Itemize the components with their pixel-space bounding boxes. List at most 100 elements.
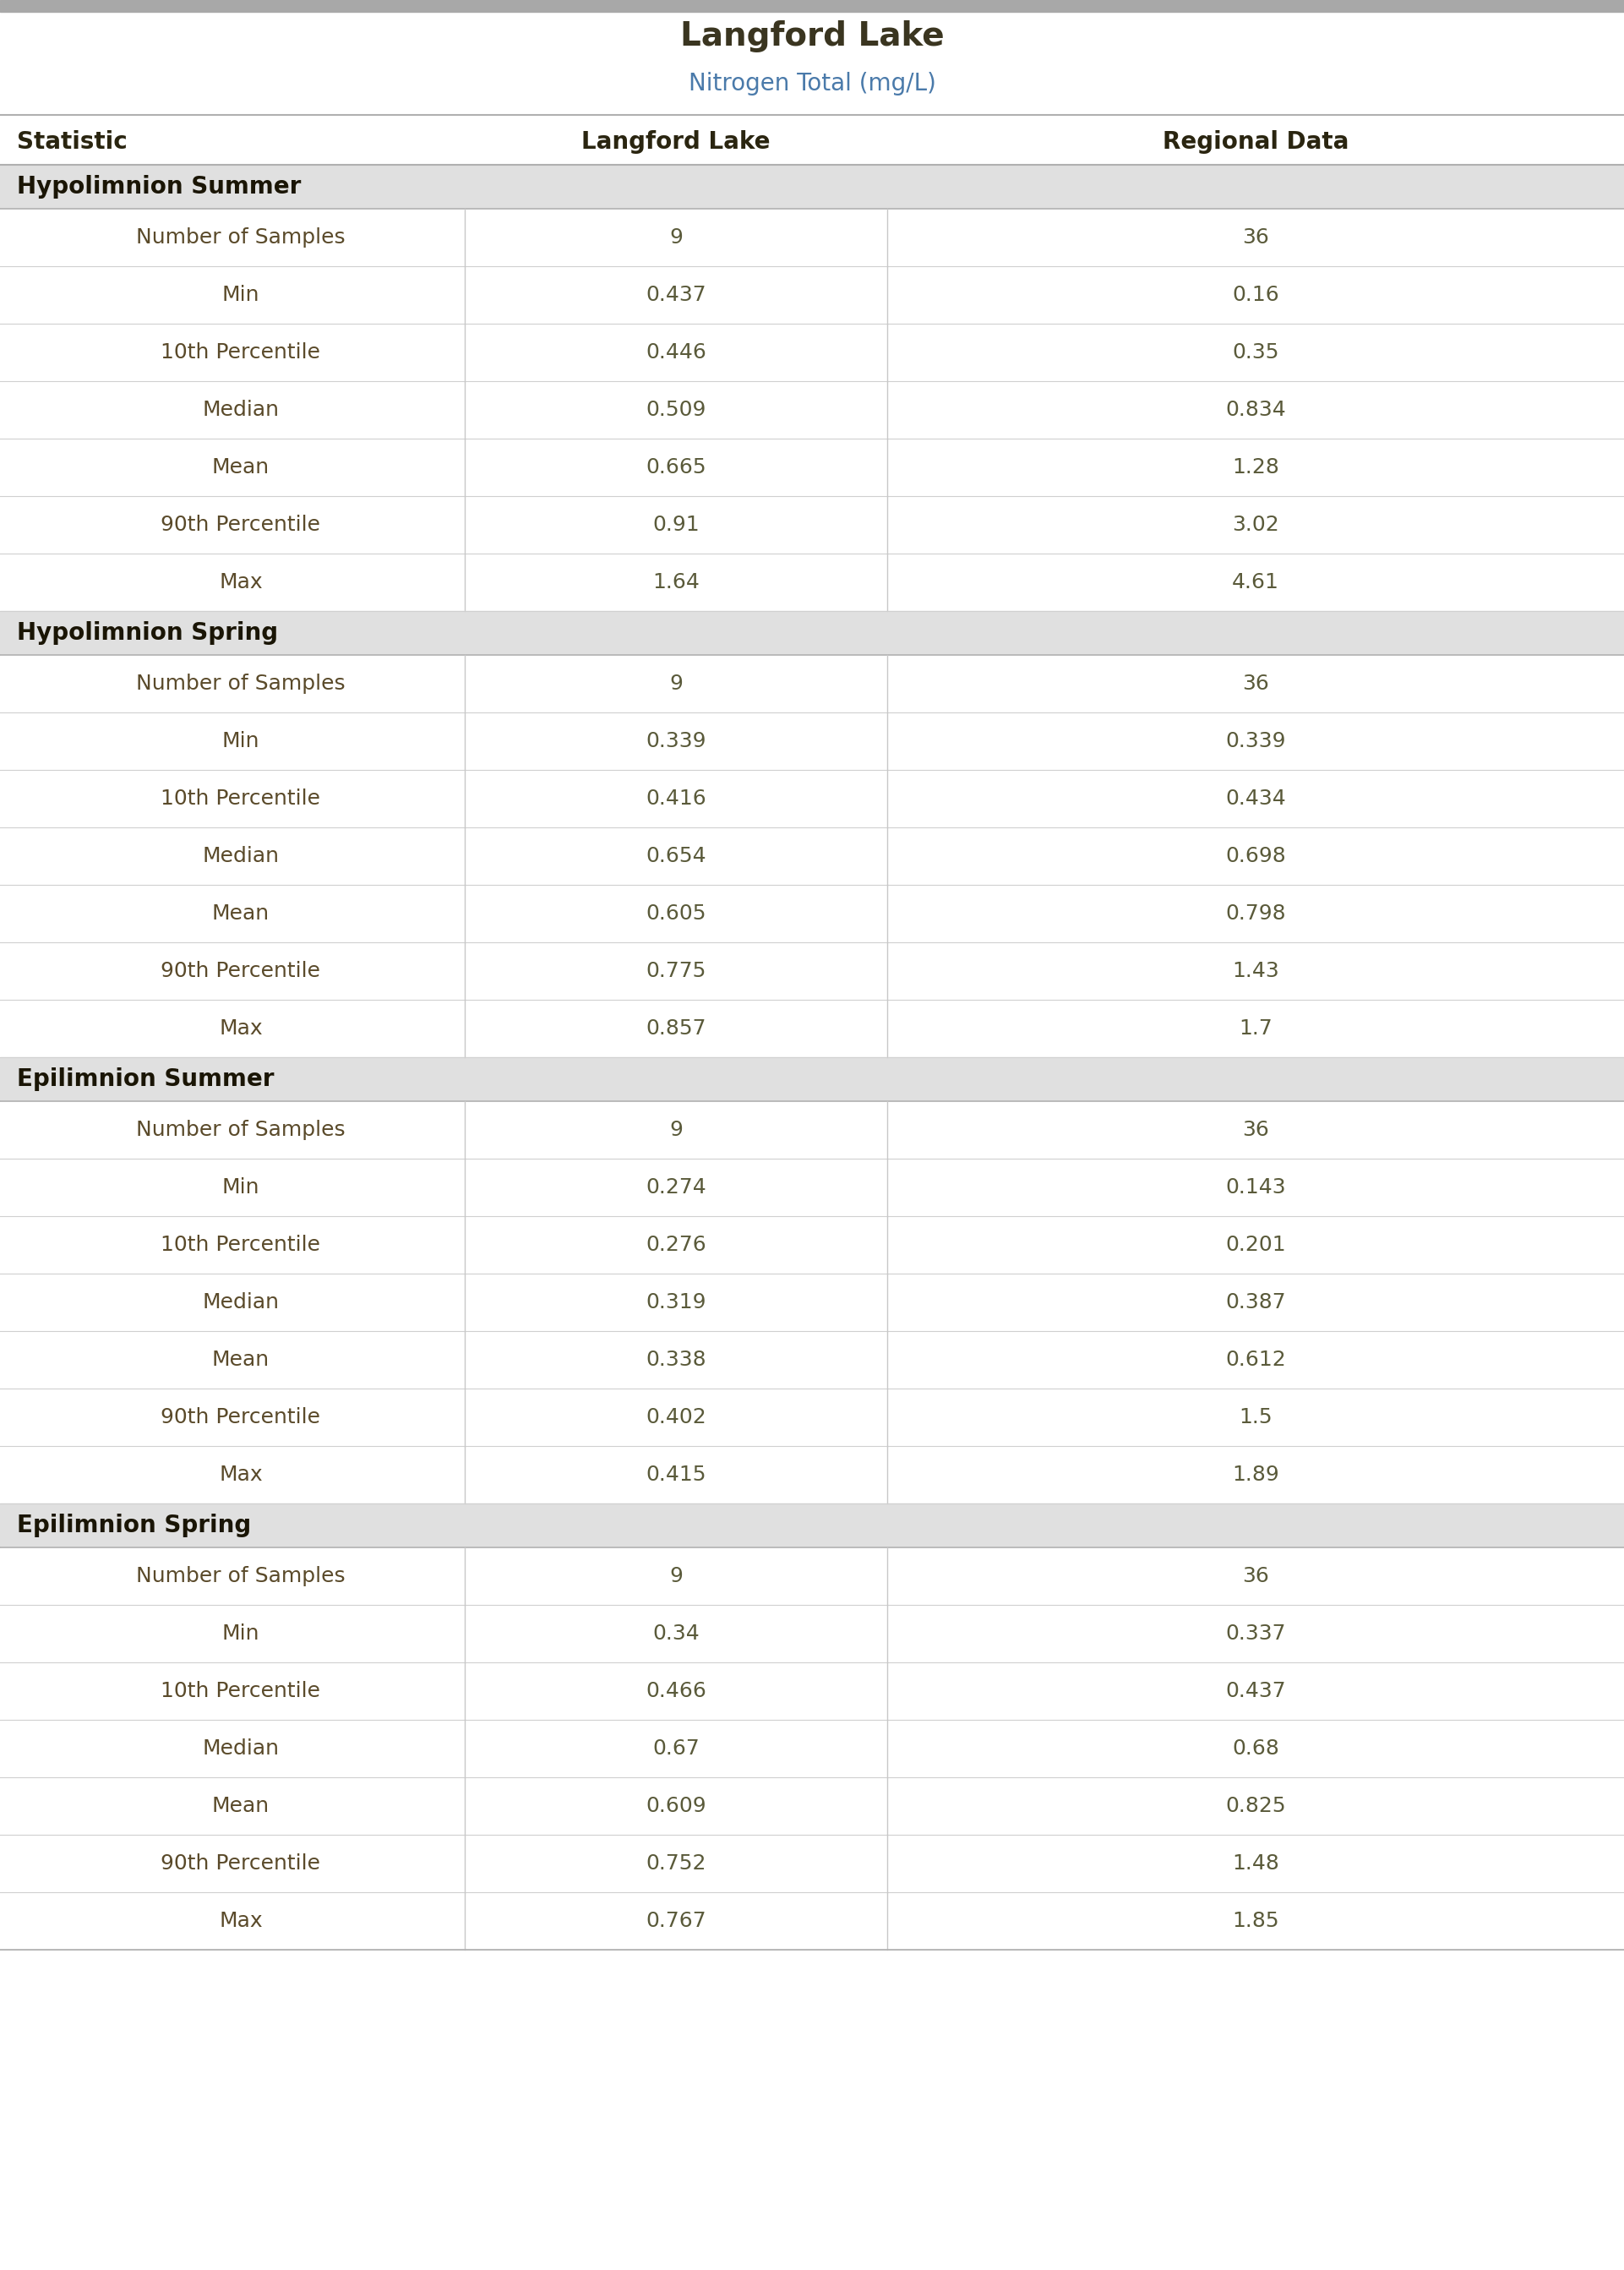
- Text: 0.775: 0.775: [646, 960, 706, 981]
- Text: Langford Lake: Langford Lake: [680, 20, 944, 52]
- Bar: [0, 1273, 1624, 1330]
- Text: 36: 36: [1242, 227, 1268, 247]
- Text: Number of Samples: Number of Samples: [136, 674, 346, 695]
- Text: 0.415: 0.415: [646, 1464, 706, 1485]
- Bar: [0, 438, 1624, 497]
- Text: Median: Median: [203, 1292, 279, 1312]
- Bar: [0, 1101, 1624, 1158]
- Bar: [0, 770, 1624, 826]
- Bar: [0, 381, 1624, 438]
- Text: 0.825: 0.825: [1226, 1796, 1286, 1816]
- Text: Number of Samples: Number of Samples: [136, 1566, 346, 1587]
- Bar: [0, 942, 1624, 999]
- Text: Mean: Mean: [213, 1796, 270, 1816]
- Text: 1.5: 1.5: [1239, 1407, 1272, 1428]
- Bar: [0, 1389, 1624, 1446]
- Text: 1.7: 1.7: [1239, 1019, 1272, 1040]
- Text: 0.416: 0.416: [646, 788, 706, 808]
- Text: Max: Max: [219, 572, 263, 592]
- Text: 4.61: 4.61: [1233, 572, 1280, 592]
- Text: 0.434: 0.434: [1224, 788, 1286, 808]
- Text: 0.338: 0.338: [646, 1351, 706, 1369]
- Text: 0.143: 0.143: [1226, 1178, 1286, 1199]
- Text: 0.767: 0.767: [646, 1911, 706, 1932]
- Bar: [0, 1605, 1624, 1662]
- Bar: [0, 209, 1624, 266]
- Text: Max: Max: [219, 1464, 263, 1485]
- Text: 0.35: 0.35: [1233, 343, 1280, 363]
- Bar: [0, 1217, 1624, 1273]
- Text: 0.612: 0.612: [1224, 1351, 1286, 1369]
- Text: Median: Median: [203, 847, 279, 867]
- Bar: [0, 713, 1624, 770]
- Bar: [0, 1662, 1624, 1721]
- Text: Min: Min: [222, 731, 260, 751]
- Text: Number of Samples: Number of Samples: [136, 1119, 346, 1140]
- Text: 0.34: 0.34: [653, 1623, 700, 1643]
- Text: 0.446: 0.446: [646, 343, 706, 363]
- Text: Statistic: Statistic: [16, 129, 127, 154]
- Text: 9: 9: [669, 227, 682, 247]
- Text: 0.319: 0.319: [646, 1292, 706, 1312]
- Bar: [0, 266, 1624, 325]
- Bar: [0, 1721, 1624, 1777]
- Bar: [0, 325, 1624, 381]
- Text: 1.43: 1.43: [1233, 960, 1280, 981]
- Text: Min: Min: [222, 1623, 260, 1643]
- Text: 0.654: 0.654: [646, 847, 706, 867]
- Text: Hypolimnion Summer: Hypolimnion Summer: [16, 175, 300, 197]
- Text: 1.28: 1.28: [1233, 456, 1280, 477]
- Text: 0.609: 0.609: [646, 1796, 706, 1816]
- Text: Epilimnion Spring: Epilimnion Spring: [16, 1514, 252, 1537]
- Text: Mean: Mean: [213, 456, 270, 477]
- Text: 1.89: 1.89: [1233, 1464, 1280, 1485]
- Bar: [0, 1446, 1624, 1503]
- Text: 0.402: 0.402: [646, 1407, 706, 1428]
- Text: 0.339: 0.339: [1226, 731, 1286, 751]
- Text: 10th Percentile: 10th Percentile: [161, 1682, 320, 1700]
- Bar: [0, 1058, 1624, 1101]
- Text: 0.437: 0.437: [1226, 1682, 1286, 1700]
- Text: Max: Max: [219, 1019, 263, 1040]
- Bar: [0, 1893, 1624, 1950]
- Text: 36: 36: [1242, 1119, 1268, 1140]
- Text: 0.752: 0.752: [646, 1852, 706, 1873]
- Text: 0.798: 0.798: [1226, 903, 1286, 924]
- Text: 0.437: 0.437: [646, 284, 706, 304]
- Text: 0.68: 0.68: [1233, 1739, 1280, 1759]
- Bar: [0, 611, 1624, 656]
- Bar: [0, 0, 1624, 11]
- Text: 0.466: 0.466: [646, 1682, 706, 1700]
- Text: 0.509: 0.509: [646, 400, 706, 420]
- Text: 0.857: 0.857: [646, 1019, 706, 1040]
- Text: Mean: Mean: [213, 1351, 270, 1369]
- Text: 0.698: 0.698: [1224, 847, 1286, 867]
- Text: 0.834: 0.834: [1224, 400, 1286, 420]
- Text: Epilimnion Summer: Epilimnion Summer: [16, 1067, 274, 1092]
- Text: Hypolimnion Spring: Hypolimnion Spring: [16, 622, 278, 645]
- Bar: [0, 1834, 1624, 1893]
- Text: 0.201: 0.201: [1226, 1235, 1286, 1255]
- Text: 1.48: 1.48: [1233, 1852, 1280, 1873]
- Text: 0.387: 0.387: [1226, 1292, 1286, 1312]
- Text: 0.605: 0.605: [646, 903, 706, 924]
- Text: 9: 9: [669, 1566, 682, 1587]
- Bar: [0, 497, 1624, 554]
- Text: 0.339: 0.339: [646, 731, 706, 751]
- Text: 9: 9: [669, 674, 682, 695]
- Text: 0.337: 0.337: [1226, 1623, 1286, 1643]
- Text: Mean: Mean: [213, 903, 270, 924]
- Text: 90th Percentile: 90th Percentile: [161, 960, 320, 981]
- Bar: [0, 1548, 1624, 1605]
- Bar: [0, 826, 1624, 885]
- Text: 3.02: 3.02: [1233, 515, 1280, 536]
- Text: Min: Min: [222, 284, 260, 304]
- Text: 1.64: 1.64: [653, 572, 700, 592]
- Text: Nitrogen Total (mg/L): Nitrogen Total (mg/L): [689, 73, 935, 95]
- Text: 1.85: 1.85: [1233, 1911, 1280, 1932]
- Text: Regional Data: Regional Data: [1163, 129, 1348, 154]
- Text: Langford Lake: Langford Lake: [581, 129, 770, 154]
- Text: Max: Max: [219, 1911, 263, 1932]
- Text: 36: 36: [1242, 1566, 1268, 1587]
- Bar: [0, 1777, 1624, 1834]
